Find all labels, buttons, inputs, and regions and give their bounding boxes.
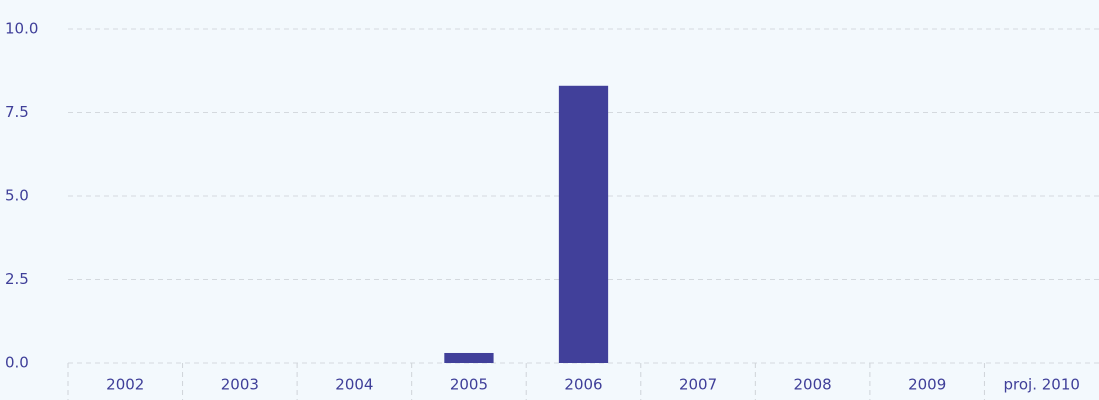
x-tick-label: 2004 bbox=[335, 376, 373, 394]
x-tick-label: 2002 bbox=[106, 376, 144, 394]
y-tick-label: 7.5 bbox=[5, 103, 29, 121]
y-tick-label: 10.0 bbox=[5, 20, 38, 38]
y-tick-label: 2.5 bbox=[5, 270, 29, 288]
bar bbox=[444, 352, 494, 363]
x-tick-label: 2005 bbox=[450, 376, 488, 394]
bar bbox=[558, 85, 609, 363]
x-tick-label: proj. 2010 bbox=[1004, 376, 1080, 394]
y-tick-label: 5.0 bbox=[5, 187, 29, 205]
x-tick-label: 2009 bbox=[908, 376, 946, 394]
x-tick-label: 2008 bbox=[794, 376, 832, 394]
x-tick-label: 2003 bbox=[221, 376, 259, 394]
x-tick-label: 2007 bbox=[679, 376, 717, 394]
x-tick-label: 2006 bbox=[564, 376, 602, 394]
y-tick-label: 0.0 bbox=[5, 354, 29, 372]
